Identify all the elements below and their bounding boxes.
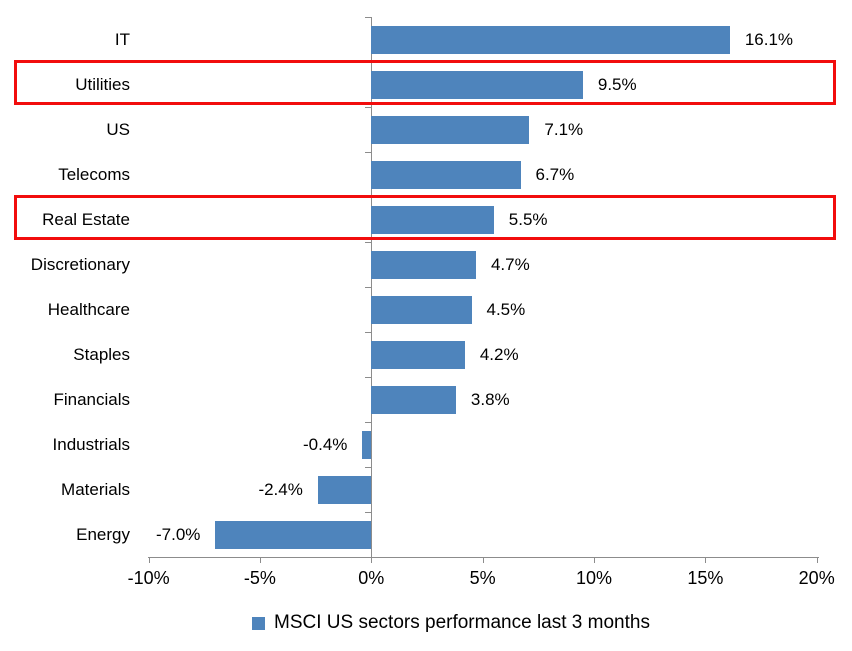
bar <box>371 295 472 324</box>
bar <box>371 205 494 234</box>
value-axis-tick <box>148 557 150 563</box>
category-label: IT <box>114 29 130 49</box>
category-axis-tick <box>365 377 373 378</box>
bar <box>317 475 372 504</box>
x-tick-label: 20% <box>798 568 835 588</box>
value-label: -0.4% <box>302 434 348 454</box>
bar <box>371 115 530 144</box>
highlight-box-utilities <box>14 60 836 105</box>
category-label: Energy <box>76 524 130 544</box>
value-label: 4.5% <box>486 299 526 319</box>
category-axis-tick <box>365 287 373 288</box>
category-label: Staples <box>73 344 130 364</box>
bar <box>371 340 465 369</box>
category-label: US <box>106 119 130 139</box>
bar <box>371 70 583 99</box>
value-axis-tick <box>705 557 707 563</box>
category-label: Materials <box>61 479 130 499</box>
bar <box>215 520 372 549</box>
category-label: Utilities <box>75 74 130 94</box>
x-tick-label: -5% <box>243 568 276 588</box>
legend-label: MSCI US sectors performance last 3 month… <box>274 612 650 633</box>
category-axis-tick <box>365 422 373 423</box>
bar <box>371 160 521 189</box>
category-label: Discretionary <box>30 254 130 274</box>
value-axis-tick <box>594 557 595 563</box>
value-label: 4.2% <box>479 344 519 364</box>
category-axis-tick <box>365 17 373 18</box>
value-label: 7.1% <box>544 119 584 139</box>
category-label: Industrials <box>52 434 130 454</box>
value-label: 9.5% <box>597 74 637 94</box>
x-tick-label: -10% <box>127 568 170 588</box>
value-axis-tick <box>259 557 261 563</box>
category-axis-tick <box>365 467 373 468</box>
legend: MSCI US sectors performance last 3 month… <box>0 612 852 634</box>
category-axis-tick <box>365 107 373 108</box>
value-axis-tick <box>482 557 484 563</box>
x-tick-label: 10% <box>575 568 613 588</box>
value-label: -7.0% <box>156 524 201 544</box>
category-axis-tick <box>365 332 373 333</box>
value-label: 5.5% <box>508 209 548 229</box>
x-tick-label: 15% <box>687 568 724 588</box>
value-label: -2.4% <box>258 479 303 499</box>
bar <box>371 385 456 414</box>
category-label: Healthcare <box>47 299 130 319</box>
category-axis-tick <box>365 152 373 153</box>
value-axis-tick <box>816 557 818 563</box>
value-label: 4.7% <box>490 254 530 274</box>
value-label: 3.8% <box>470 389 510 409</box>
value-axis-tick <box>371 557 373 563</box>
highlight-box-real-estate <box>14 195 836 240</box>
bar <box>371 250 476 279</box>
x-tick-label: 0% <box>358 568 385 588</box>
bar <box>371 25 730 54</box>
value-label: 6.7% <box>535 164 575 184</box>
legend-marker-icon <box>252 616 266 630</box>
bar <box>362 430 372 459</box>
category-label: Financials <box>53 389 130 409</box>
x-tick-label: 5% <box>469 568 496 588</box>
category-axis-tick <box>365 242 373 243</box>
category-label: Real Estate <box>42 209 130 229</box>
category-axis-tick <box>365 512 373 513</box>
value-label: 16.1% <box>744 29 794 49</box>
category-label: Telecoms <box>58 164 130 184</box>
